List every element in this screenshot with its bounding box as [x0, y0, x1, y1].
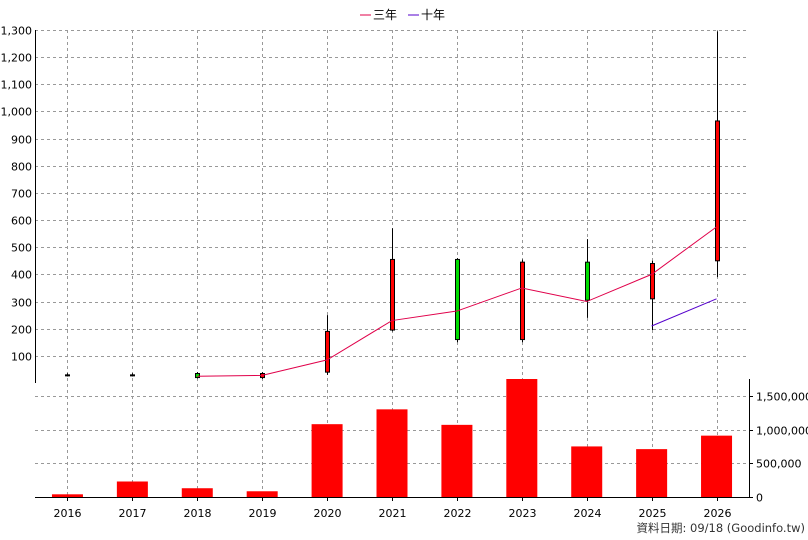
legend: 三年 十年 — [360, 8, 445, 22]
price-tick-label: 1,200 — [1, 52, 33, 65]
volume-bars — [51, 379, 733, 497]
x-tick-label: 2024 — [574, 507, 602, 520]
legend-label-10yr: 十年 — [421, 8, 445, 22]
price-tick-label: 300 — [11, 297, 32, 310]
x-tick-label: 2020 — [314, 507, 342, 520]
candle-body — [650, 263, 655, 300]
x-tick-label: 2026 — [704, 507, 732, 520]
candle-body — [325, 330, 330, 373]
volume-tick-label: 1,500,000 — [756, 391, 808, 404]
price-tick-label: 800 — [11, 161, 32, 174]
x-tick-label: 2022 — [444, 507, 472, 520]
volume-tick-label: 500,000 — [756, 458, 802, 471]
ma-lines — [197, 226, 717, 377]
candles — [65, 31, 720, 379]
x-tick-label: 2025 — [639, 507, 667, 520]
x-tick-label: 2018 — [184, 507, 212, 520]
volume-bar — [246, 491, 278, 497]
volume-bar — [376, 409, 408, 497]
price-tick-label: 600 — [11, 215, 32, 228]
candle-body — [455, 258, 460, 341]
series-line-0 — [197, 226, 717, 377]
price-tick-label: 400 — [11, 269, 32, 282]
price-tick-label: 500 — [11, 242, 32, 255]
x-tick-label: 2016 — [54, 507, 82, 520]
series-line-1 — [651, 298, 717, 327]
volume-tick-label: 1,000,000 — [756, 425, 808, 438]
candle-body — [195, 372, 200, 379]
price-tick-label: 900 — [11, 134, 32, 147]
candle-body — [130, 374, 135, 377]
legend-label-3yr: 三年 — [373, 8, 397, 22]
candle-body — [715, 120, 720, 262]
candle-body — [585, 261, 590, 301]
price-tick-label: 1,300 — [1, 25, 33, 38]
volume-bar — [636, 449, 668, 497]
candle-body — [520, 261, 525, 341]
x-tick-label: 2019 — [249, 507, 277, 520]
volume-bar — [701, 435, 733, 497]
volume-bar — [506, 379, 538, 497]
volume-bar — [181, 488, 213, 497]
price-tick-label: 100 — [11, 351, 32, 364]
price-tick-label: 700 — [11, 188, 32, 201]
candle-body — [390, 258, 395, 331]
x-tick-label: 2017 — [119, 507, 147, 520]
price-tick-label: 1,100 — [1, 79, 33, 92]
volume-bar — [441, 424, 473, 497]
price-tick-label: 200 — [11, 324, 32, 337]
volume-tick-label: 0 — [756, 492, 763, 505]
data-date-footer: 資料日期: 09/18 (Goodinfo.tw) — [636, 521, 805, 535]
price-tick-label: 1,000 — [1, 106, 33, 119]
tick-labels: 100 200 300 400 500 600 700 800 900 1,000 1,100 1,2… — [1, 25, 808, 521]
axes — [35, 30, 753, 501]
volume-bar — [571, 446, 603, 497]
volume-bar — [311, 424, 343, 497]
candle-body — [65, 374, 70, 377]
volume-bar — [51, 494, 83, 497]
x-tick-label: 2021 — [379, 507, 407, 520]
x-tick-label: 2023 — [509, 507, 537, 520]
volume-bar — [116, 481, 148, 497]
